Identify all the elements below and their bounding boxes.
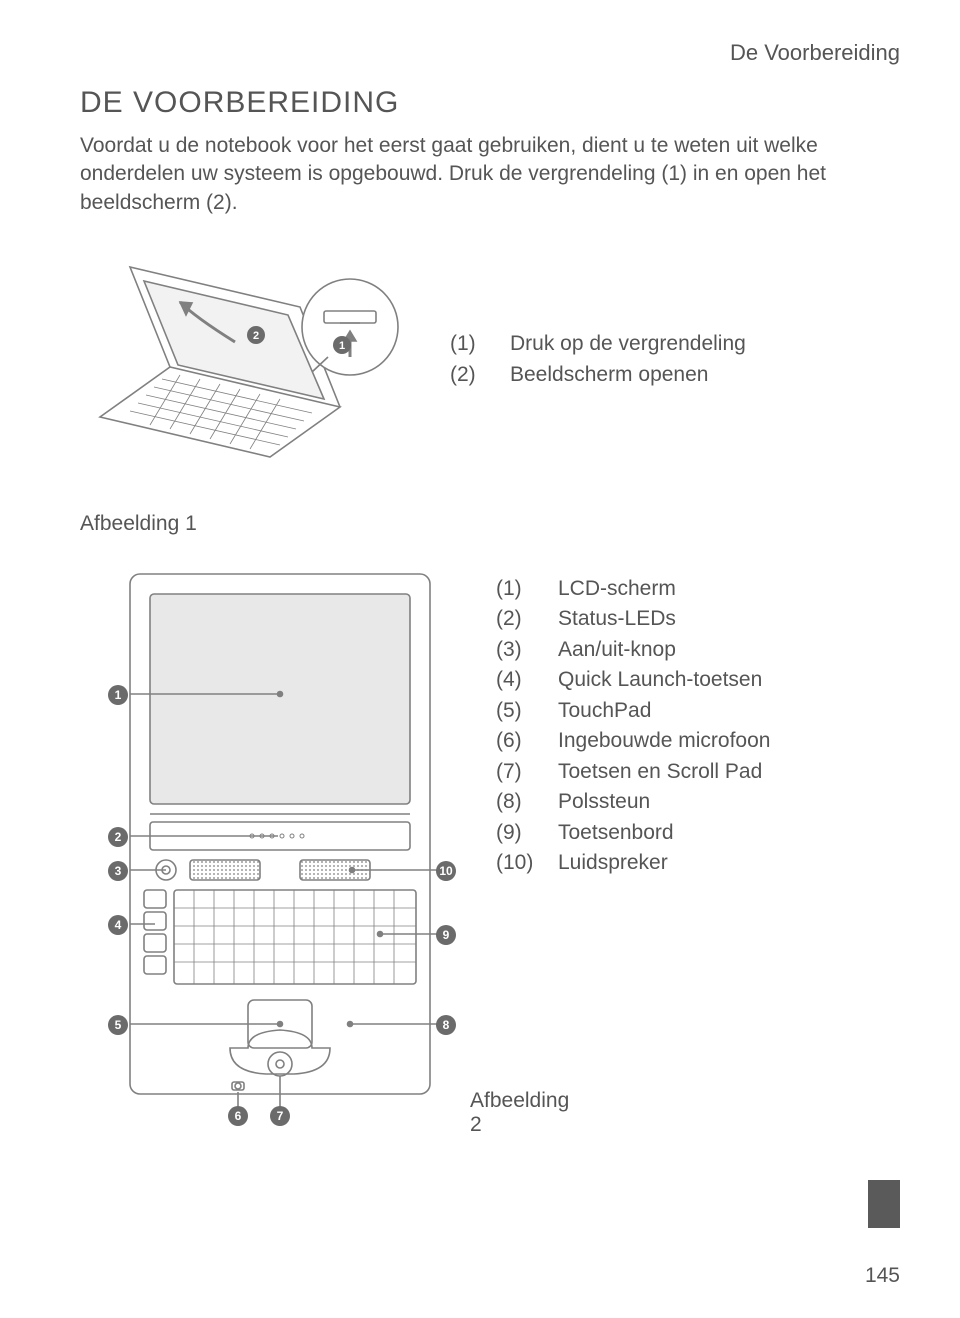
callout-badge: 8	[436, 1015, 456, 1035]
callout-badge: 6	[228, 1106, 248, 1126]
legend-label: Toetsenbord	[558, 818, 674, 848]
legend-row: (9) Toetsenbord	[496, 818, 770, 848]
legend-num: (7)	[496, 757, 536, 787]
legend-num: (2)	[450, 360, 486, 390]
legend-label: Status-LEDs	[558, 604, 676, 634]
svg-text:2: 2	[253, 330, 259, 342]
legend-num: (6)	[496, 726, 536, 756]
legend-row: (8) Polssteun	[496, 787, 770, 817]
figure-2-row: 1 2 3 4 5 6 7 8 9 10 Afbeelding 2 (1) LCD…	[80, 564, 900, 1129]
legend-label: Toetsen en Scroll Pad	[558, 757, 762, 787]
side-tab-marker	[868, 1180, 900, 1228]
legend-row: (5) TouchPad	[496, 696, 770, 726]
figure-2-caption: Afbeelding 2	[470, 1089, 569, 1137]
callout-badge: 1	[108, 685, 128, 705]
legend-label: Quick Launch-toetsen	[558, 665, 762, 695]
callout-badge: 9	[436, 925, 456, 945]
laptop-open-illustration: 1 2	[80, 247, 420, 472]
legend-label: LCD-scherm	[558, 574, 676, 604]
legend-row: (10) Luidspreker	[496, 848, 770, 878]
laptop-top-view-illustration: 1 2 3 4 5 6 7 8 9 10 Afbeelding 2	[80, 564, 470, 1129]
page-title: DE VOORBEREIDING	[80, 86, 900, 120]
callout-badge: 4	[108, 915, 128, 935]
legend-row: (7) Toetsen en Scroll Pad	[496, 757, 770, 787]
legend-label: Luidspreker	[558, 848, 668, 878]
callout-badge: 7	[270, 1106, 290, 1126]
legend-row: (2) Beeldscherm openen	[450, 360, 746, 390]
legend-num: (9)	[496, 818, 536, 848]
callout-badge: 10	[436, 861, 456, 881]
legend-label: Beeldscherm openen	[510, 360, 708, 390]
legend-row: (6) Ingebouwde microfoon	[496, 726, 770, 756]
legend-num: (1)	[496, 574, 536, 604]
legend-row: (2) Status-LEDs	[496, 604, 770, 634]
page-number: 145	[865, 1264, 900, 1288]
legend-row: (4) Quick Launch-toetsen	[496, 665, 770, 695]
figure-1-caption: Afbeelding 1	[80, 512, 900, 536]
svg-text:1: 1	[339, 340, 345, 352]
legend-label: Ingebouwde microfoon	[558, 726, 770, 756]
section-header: De Voorbereiding	[80, 40, 900, 66]
callout-badge: 5	[108, 1015, 128, 1035]
legend-row: (3) Aan/uit-knop	[496, 635, 770, 665]
legend-num: (3)	[496, 635, 536, 665]
legend-row: (1) LCD-scherm	[496, 574, 770, 604]
figure-1-row: 1 2 (1) Druk op de vergrendeling (2) Bee…	[80, 247, 900, 472]
legend-num: (2)	[496, 604, 536, 634]
legend-row: (1) Druk op de vergrendeling	[450, 329, 746, 359]
intro-paragraph: Voordat u de notebook voor het eerst gaa…	[80, 132, 840, 217]
legend-num: (5)	[496, 696, 536, 726]
legend-label: Polssteun	[558, 787, 650, 817]
legend-num: (1)	[450, 329, 486, 359]
legend-label: Druk op de vergrendeling	[510, 329, 746, 359]
callout-badge: 2	[108, 827, 128, 847]
legend-label: Aan/uit-knop	[558, 635, 676, 665]
callout-badge: 3	[108, 861, 128, 881]
legend-label: TouchPad	[558, 696, 651, 726]
legend-num: (10)	[496, 848, 536, 878]
legend-num: (8)	[496, 787, 536, 817]
figure-2-legend: (1) LCD-scherm (2) Status-LEDs (3) Aan/uit-…	[496, 574, 770, 878]
legend-num: (4)	[496, 665, 536, 695]
figure-1-legend: (1) Druk op de vergrendeling (2) Beeldsc…	[450, 329, 746, 390]
